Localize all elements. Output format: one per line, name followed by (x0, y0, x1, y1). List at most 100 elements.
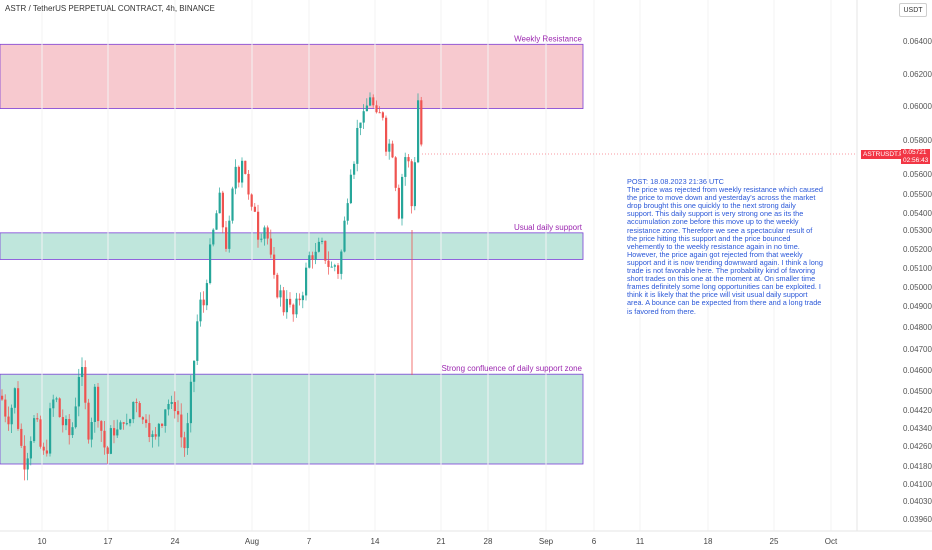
candle-body-29 (93, 386, 96, 422)
candle-body-34 (109, 428, 112, 454)
y-tick-0: 0.06400 (903, 37, 932, 46)
y-tick-10: 0.05000 (903, 283, 932, 292)
candle-body-56 (180, 414, 183, 438)
candle-body-94 (301, 295, 304, 301)
candle-body-131 (420, 100, 423, 145)
zone-label-0: Weekly Resistance (514, 34, 582, 43)
candle-body-95 (305, 267, 308, 296)
candle-body-113 (362, 111, 365, 123)
candle-body-78 (250, 194, 253, 207)
candle-body-31 (100, 421, 103, 431)
candle-body-64 (205, 283, 208, 306)
candle-body-45 (145, 419, 148, 424)
price-tag-countdown: 02:56:43 (901, 157, 930, 164)
candle-body-1 (4, 399, 7, 417)
candle-body-119 (381, 112, 384, 118)
y-tick-17: 0.04340 (903, 424, 932, 433)
candle-body-41 (132, 401, 135, 420)
candle-body-86 (276, 274, 279, 298)
candle-body-63 (202, 299, 205, 306)
candle-body-84 (269, 238, 272, 255)
x-tick-5: 14 (371, 537, 380, 546)
candle-body-127 (407, 157, 410, 162)
candle-body-26 (84, 367, 87, 403)
candle-body-93 (298, 298, 301, 301)
candle-body-112 (359, 122, 362, 128)
x-axis: 10 17 24 Aug 7 14 21 28 Sep 6 11 18 25 Oct (38, 537, 838, 546)
candle-body-69 (221, 192, 224, 228)
candle-body-66 (212, 229, 215, 245)
candle-body-105 (337, 265, 340, 274)
candle-body-125 (401, 176, 404, 219)
candle-body-4 (13, 388, 16, 408)
candle-body-53 (170, 402, 173, 404)
candle-body-96 (308, 255, 311, 268)
x-tick-0: 10 (38, 537, 47, 546)
candle-body-40 (129, 419, 132, 424)
candle-body-47 (151, 434, 154, 438)
candle-body-97 (311, 255, 314, 260)
y-tick-21: 0.04030 (903, 497, 932, 506)
y-tick-22: 0.03960 (903, 515, 932, 524)
candle-body-92 (295, 298, 298, 315)
candle-body-27 (87, 402, 90, 440)
candle-body-13 (42, 446, 45, 451)
candle-body-98 (314, 251, 317, 260)
zones-layer (0, 43, 584, 465)
candle-body-55 (177, 411, 180, 415)
candle-body-117 (375, 105, 378, 113)
candle-body-107 (343, 220, 346, 252)
candle-body-54 (173, 402, 176, 412)
zone-1[interactable] (0, 232, 584, 260)
candle-body-123 (394, 157, 397, 188)
candle-body-0 (1, 395, 4, 400)
y-axis: 0.06400 0.06200 0.06000 0.05800 0.05600 0.055… (903, 37, 932, 524)
y-tick-13: 0.04700 (903, 345, 932, 354)
candle-body-23 (74, 406, 77, 428)
y-tick-8: 0.05200 (903, 245, 932, 254)
candle-body-99 (317, 241, 320, 252)
candle-body-42 (135, 401, 138, 404)
y-tick-4: 0.05600 (903, 170, 932, 179)
candle-body-44 (141, 417, 144, 420)
x-tick-11: 18 (704, 537, 713, 546)
currency-button[interactable]: USDT (899, 3, 927, 17)
candle-body-48 (154, 434, 157, 437)
candle-body-6 (20, 428, 23, 446)
candle-body-80 (257, 211, 260, 240)
price-tag-value: 0.05721 (901, 149, 930, 157)
candle-body-17 (55, 398, 58, 400)
candle-body-67 (215, 213, 218, 230)
candle-body-81 (260, 238, 263, 240)
candle-body-35 (113, 428, 116, 436)
candle-body-24 (77, 376, 80, 407)
y-tick-15: 0.04500 (903, 387, 932, 396)
candle-body-15 (49, 408, 52, 454)
candle-body-21 (68, 418, 71, 436)
candle-body-25 (81, 367, 84, 377)
candle-body-2 (7, 416, 10, 425)
candle-body-85 (273, 254, 276, 275)
zone-0[interactable] (0, 43, 584, 109)
candle-body-122 (391, 143, 394, 158)
candle-body-109 (349, 174, 352, 204)
candle-body-71 (228, 220, 231, 249)
candle-body-100 (321, 240, 324, 242)
candle-body-57 (183, 437, 186, 449)
candle-body-33 (106, 447, 109, 454)
candle-body-115 (369, 97, 372, 106)
candle-body-58 (186, 423, 189, 449)
candle-body-83 (266, 227, 269, 239)
candle-body-87 (279, 290, 282, 298)
y-tick-20: 0.04100 (903, 480, 932, 489)
candle-body-20 (65, 418, 68, 426)
candle-body-37 (119, 422, 122, 430)
x-tick-6: 21 (437, 537, 446, 546)
x-tick-7: 28 (484, 537, 493, 546)
candle-body-89 (285, 298, 288, 313)
candle-body-111 (356, 127, 359, 164)
candle-body-121 (388, 143, 391, 152)
candle-body-39 (125, 423, 128, 425)
candle-body-129 (413, 162, 416, 207)
